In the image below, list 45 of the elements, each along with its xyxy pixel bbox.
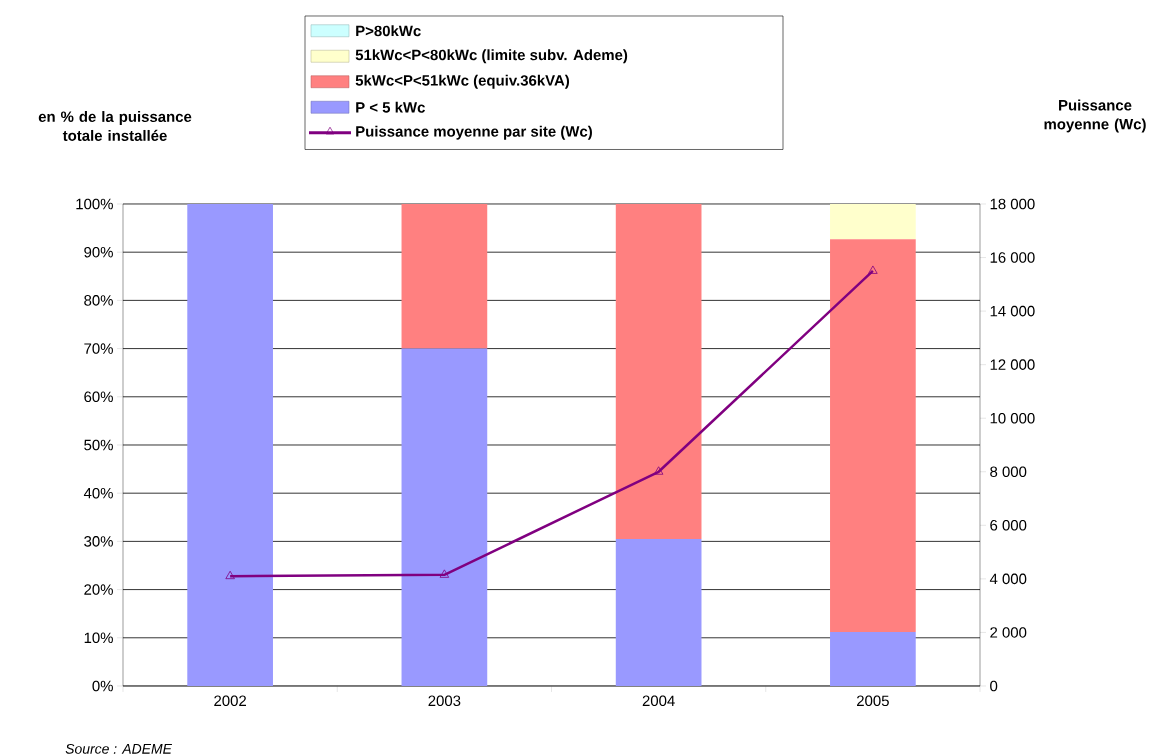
y2-tick-label: 0 — [990, 680, 998, 692]
x-tick-label: 2002 — [214, 695, 246, 707]
x-tick-label: 2003 — [428, 695, 461, 707]
y2-tick-label: 6 000 — [990, 520, 1027, 531]
y2-tick-label: 16 000 — [990, 252, 1035, 263]
x-tick-label: 2004 — [642, 695, 675, 707]
x-tick-label: 2005 — [857, 695, 889, 707]
bar — [830, 239, 916, 632]
y-tick-label: 60% — [84, 391, 113, 403]
y2-tick-label: 10 000 — [990, 412, 1035, 424]
bar — [830, 632, 916, 686]
y-tick-label: 40% — [83, 487, 113, 499]
bar — [615, 538, 702, 686]
y-tick-label: 80% — [84, 295, 113, 306]
bar — [401, 348, 488, 686]
legend-label: P>80kWc — [356, 25, 421, 37]
y2-tick-label: 8 000 — [990, 466, 1027, 478]
legend-label: 51kWc<P<80kWc (limite subv. Ademe) — [355, 49, 628, 64]
y2-tick-label: 14 000 — [990, 305, 1035, 317]
y-tick-label: 100% — [76, 198, 113, 210]
legend-label: P < 5 kWc — [356, 101, 425, 113]
bar — [401, 203, 488, 349]
y-tick-label: 20% — [84, 584, 113, 595]
point — [439, 569, 450, 578]
y-tick-label: 50% — [84, 439, 113, 451]
y2-axis-title: Puissance moyenne (Wc) — [1044, 99, 1146, 133]
bar — [615, 203, 702, 539]
y-tick-label: 30% — [84, 536, 113, 547]
point — [653, 466, 664, 475]
legend-label: Puissance moyenne par site (Wc) — [356, 125, 592, 140]
y-tick-label: 90% — [84, 246, 113, 258]
y2-tick-label: 4 000 — [989, 573, 1027, 585]
source-note: Source : ADEME — [65, 743, 173, 754]
y-axis-title: en % de la puissance totale installée — [38, 111, 192, 141]
bar — [187, 203, 273, 686]
y2-tick-label: 2 000 — [990, 627, 1027, 638]
bar — [830, 203, 916, 240]
y-tick-label: 70% — [84, 343, 113, 354]
y2-tick-label: 12 000 — [990, 359, 1035, 370]
point — [225, 570, 235, 580]
legend-label: 5kWc<P<51kWc (equiv.36kVA) — [355, 74, 570, 89]
y-tick-label: 0% — [92, 680, 113, 692]
y2-tick-label: 18 000 — [990, 198, 1035, 210]
y-tick-label: 10% — [84, 632, 113, 644]
point — [868, 265, 878, 274]
